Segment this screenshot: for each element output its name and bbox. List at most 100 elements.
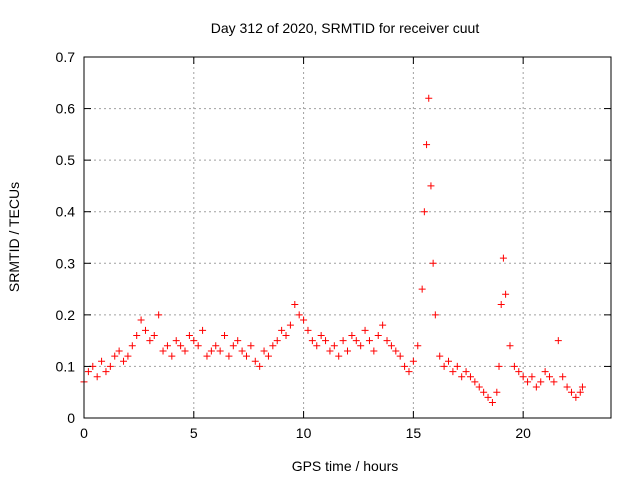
data-point bbox=[120, 357, 128, 365]
data-point bbox=[199, 326, 207, 334]
data-point bbox=[462, 368, 470, 376]
data-point bbox=[532, 383, 540, 391]
data-point bbox=[567, 388, 575, 396]
data-point bbox=[563, 383, 571, 391]
y-tick-label: 0.3 bbox=[56, 255, 76, 271]
data-point bbox=[308, 337, 316, 345]
data-point bbox=[295, 311, 303, 319]
data-point bbox=[475, 383, 483, 391]
x-axis-label: GPS time / hours bbox=[292, 458, 399, 474]
data-point bbox=[190, 337, 198, 345]
y-tick-label: 0.2 bbox=[56, 307, 76, 323]
x-tick-label: 5 bbox=[190, 425, 198, 441]
data-point bbox=[493, 388, 501, 396]
x-tick-label: 0 bbox=[80, 425, 88, 441]
data-point bbox=[365, 337, 373, 345]
data-point bbox=[541, 368, 549, 376]
data-point bbox=[515, 368, 523, 376]
data-point bbox=[207, 347, 215, 355]
x-tick-label: 10 bbox=[296, 425, 312, 441]
data-point bbox=[449, 368, 457, 376]
data-point bbox=[420, 208, 428, 216]
data-point bbox=[133, 331, 141, 339]
data-point bbox=[546, 373, 554, 381]
data-point bbox=[387, 342, 395, 350]
data-point bbox=[124, 352, 132, 360]
data-point bbox=[344, 347, 351, 355]
data-point bbox=[572, 393, 580, 401]
data-point bbox=[229, 342, 237, 350]
data-point bbox=[502, 290, 510, 298]
data-point bbox=[137, 316, 145, 324]
data-point bbox=[335, 352, 343, 360]
data-point bbox=[106, 362, 114, 370]
data-point bbox=[554, 337, 562, 345]
x-tick-label: 20 bbox=[515, 425, 531, 441]
axis-ticks: 0 5 10 15 20 0 0.1 0.2 0.3 0.4 0.5 0.6 0.7 bbox=[56, 49, 611, 441]
data-point bbox=[453, 362, 461, 370]
data-point bbox=[396, 352, 404, 360]
data-point bbox=[260, 347, 268, 355]
data-point bbox=[559, 373, 567, 381]
data-points bbox=[80, 94, 586, 407]
data-point bbox=[374, 331, 382, 339]
data-point bbox=[282, 331, 290, 339]
data-point bbox=[234, 337, 242, 345]
data-point bbox=[177, 342, 185, 350]
data-point bbox=[466, 373, 474, 381]
data-point bbox=[423, 141, 431, 149]
data-point bbox=[146, 337, 154, 345]
data-point bbox=[357, 342, 365, 350]
data-point bbox=[510, 362, 518, 370]
data-point bbox=[326, 347, 334, 355]
data-point bbox=[352, 337, 360, 345]
y-tick-label: 0 bbox=[67, 410, 75, 426]
data-point bbox=[102, 368, 110, 376]
data-point bbox=[370, 347, 378, 355]
data-point bbox=[458, 373, 466, 381]
data-point bbox=[247, 342, 255, 350]
data-point bbox=[141, 326, 149, 334]
data-point bbox=[278, 326, 286, 334]
data-point bbox=[304, 326, 312, 334]
data-point bbox=[264, 352, 272, 360]
data-point bbox=[155, 311, 163, 319]
data-point bbox=[238, 347, 246, 355]
data-point bbox=[383, 337, 391, 345]
data-point bbox=[414, 342, 422, 350]
data-point bbox=[163, 342, 171, 350]
data-point bbox=[225, 352, 233, 360]
data-point bbox=[578, 383, 586, 391]
data-point bbox=[524, 378, 532, 386]
y-tick-label: 0.5 bbox=[56, 152, 76, 168]
data-point bbox=[256, 362, 264, 370]
data-point bbox=[401, 362, 409, 370]
data-point bbox=[84, 368, 92, 376]
data-point bbox=[172, 337, 180, 345]
data-point bbox=[379, 321, 387, 329]
data-point bbox=[528, 373, 536, 381]
data-point bbox=[550, 378, 558, 386]
data-point bbox=[150, 331, 158, 339]
data-point bbox=[111, 352, 119, 360]
data-point bbox=[484, 393, 492, 401]
y-tick-label: 0.4 bbox=[56, 204, 76, 220]
plot-frame bbox=[83, 56, 612, 419]
data-point bbox=[409, 357, 417, 365]
data-point bbox=[269, 342, 277, 350]
data-point bbox=[300, 316, 308, 324]
data-point bbox=[313, 342, 321, 350]
data-point bbox=[495, 362, 503, 370]
data-point bbox=[322, 337, 330, 345]
chart-title: Day 312 of 2020, SRMTID for receiver cuu… bbox=[211, 20, 480, 36]
data-point bbox=[418, 285, 426, 293]
data-point bbox=[392, 347, 400, 355]
data-point bbox=[488, 399, 496, 407]
data-point bbox=[348, 331, 356, 339]
data-point bbox=[291, 301, 299, 309]
data-point bbox=[317, 331, 325, 339]
data-point bbox=[480, 388, 488, 396]
data-point bbox=[440, 362, 448, 370]
data-point bbox=[427, 182, 435, 190]
